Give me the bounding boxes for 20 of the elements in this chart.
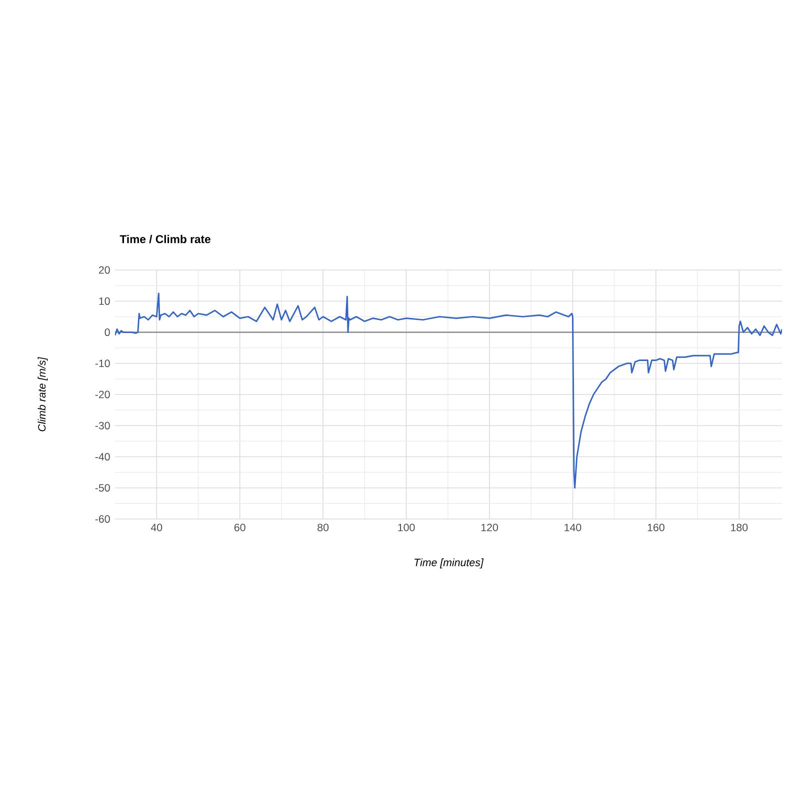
x-tick-label: 40 — [150, 524, 162, 532]
y-tick-label: 0 — [104, 328, 110, 336]
y-tick-label: -40 — [95, 452, 110, 461]
x-axis-title: Time [minutes] — [414, 558, 484, 568]
y-tick-label: 20 — [98, 266, 110, 274]
chart-title: Time / Climb rate — [120, 234, 210, 244]
y-tick-label: 10 — [99, 297, 110, 305]
y-tick-label: -30 — [95, 422, 110, 430]
y-tick-label: -10 — [95, 360, 110, 368]
x-tick-label: 120 — [481, 524, 498, 532]
y-axis-title: Climb rate [m/s] — [38, 356, 48, 432]
y-tick-label: -20 — [95, 390, 110, 398]
x-tick-label: 60 — [234, 524, 246, 532]
x-tick-label: 180 — [731, 524, 748, 532]
x-tick-label: 140 — [564, 524, 582, 532]
y-tick-label: -50 — [95, 484, 110, 492]
x-tick-label: 160 — [648, 524, 664, 532]
x-tick-label: 100 — [398, 524, 415, 532]
y-tick-label: -60 — [95, 515, 110, 523]
x-tick-label: 80 — [318, 524, 329, 532]
